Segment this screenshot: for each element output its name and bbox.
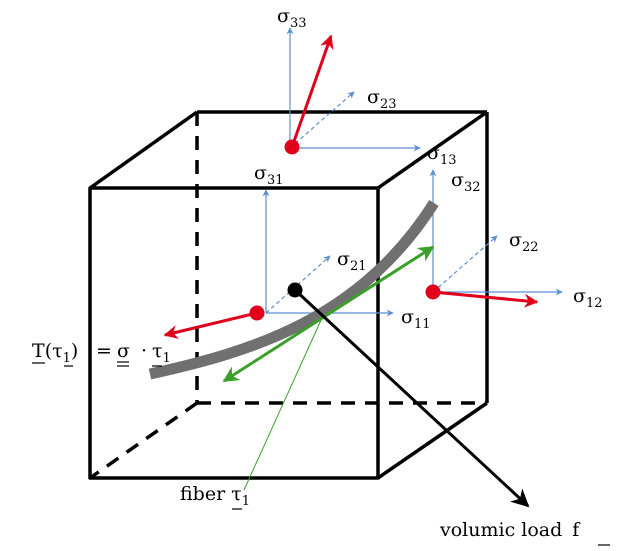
traction-vector-front [163, 311, 258, 339]
svg-text:σ: σ [117, 340, 130, 362]
fiber-leader-line [243, 317, 323, 491]
volumic-load-arrow [293, 288, 530, 508]
cube-hidden-edges [88, 112, 487, 480]
svg-text:τ1: τ1 [152, 340, 171, 366]
traction-formula: T(τ1) = σ · τ1 [32, 340, 171, 367]
svg-text:·: · [141, 340, 147, 362]
label-sigma-11: σ11 [401, 306, 431, 332]
point-right-face [425, 284, 441, 300]
svg-text:=: = [96, 340, 112, 362]
cube-visible-edges [88, 110, 489, 480]
traction-vector-top [290, 34, 334, 148]
svg-text:T(τ1): T(τ1) [32, 340, 78, 366]
point-front-face [249, 305, 265, 321]
fiber-tangent-arrow [222, 245, 435, 383]
traction-vector-right [432, 290, 539, 308]
label-sigma-33: σ33 [277, 5, 307, 31]
fiber-label: fiber τ1 [180, 483, 250, 510]
label-sigma-13: σ13 [427, 142, 457, 168]
label-sigma-32: σ32 [451, 169, 481, 195]
point-top-face [284, 139, 300, 155]
top-face-stress-axes [286, 27, 421, 152]
front-face-stress-axes [262, 189, 394, 317]
label-sigma-31: σ31 [254, 162, 284, 188]
label-sigma-21: σ21 [337, 248, 367, 274]
point-volume [287, 282, 303, 298]
label-sigma-23: σ23 [367, 86, 397, 112]
volumic-load-label: volumic load f [439, 519, 610, 546]
label-sigma-22: σ22 [509, 229, 539, 255]
label-sigma-12: σ12 [573, 285, 603, 311]
